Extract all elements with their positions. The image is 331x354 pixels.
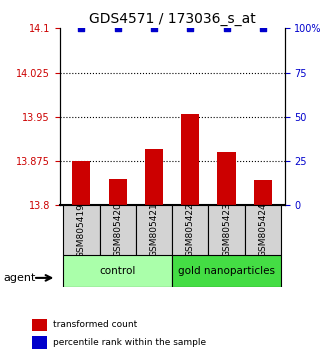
FancyBboxPatch shape xyxy=(100,205,136,255)
Point xyxy=(224,25,229,31)
Bar xyxy=(32,336,47,349)
FancyBboxPatch shape xyxy=(209,205,245,255)
Text: GSM805422: GSM805422 xyxy=(186,203,195,257)
Bar xyxy=(217,152,236,205)
FancyBboxPatch shape xyxy=(136,205,172,255)
Text: gold nanoparticles: gold nanoparticles xyxy=(178,266,275,276)
Text: transformed count: transformed count xyxy=(53,320,137,330)
FancyBboxPatch shape xyxy=(63,205,100,255)
FancyBboxPatch shape xyxy=(172,205,209,255)
Text: control: control xyxy=(100,266,136,276)
Bar xyxy=(145,149,163,205)
Text: percentile rank within the sample: percentile rank within the sample xyxy=(53,338,206,347)
Bar xyxy=(72,161,90,205)
FancyBboxPatch shape xyxy=(172,255,281,287)
Text: GSM805421: GSM805421 xyxy=(150,203,159,257)
FancyBboxPatch shape xyxy=(63,255,172,287)
Point xyxy=(115,25,120,31)
Point xyxy=(188,25,193,31)
Bar xyxy=(254,180,272,205)
Bar xyxy=(181,114,199,205)
Point xyxy=(260,25,265,31)
Text: agent: agent xyxy=(3,273,36,283)
Bar xyxy=(109,179,127,205)
Title: GDS4571 / 173036_s_at: GDS4571 / 173036_s_at xyxy=(89,12,256,26)
Text: GSM805423: GSM805423 xyxy=(222,203,231,257)
Text: GSM805420: GSM805420 xyxy=(113,203,122,257)
Bar xyxy=(32,319,47,331)
FancyBboxPatch shape xyxy=(245,205,281,255)
Text: GSM805424: GSM805424 xyxy=(259,203,267,257)
Point xyxy=(151,25,157,31)
Point xyxy=(79,25,84,31)
Text: GSM805419: GSM805419 xyxy=(77,202,86,258)
